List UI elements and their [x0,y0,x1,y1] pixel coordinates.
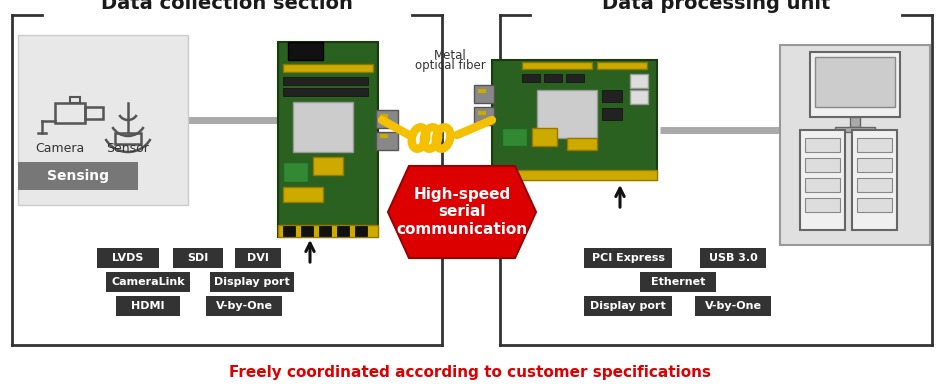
Bar [115,133,141,144]
Bar [18,35,188,205]
Bar [283,226,295,236]
Text: Data collection section: Data collection section [102,0,352,13]
Bar [106,272,190,292]
Bar [850,117,860,127]
Bar [602,90,622,102]
Bar [852,130,897,230]
Bar [492,60,657,180]
Text: DVI: DVI [247,253,269,263]
Bar [474,107,494,125]
Bar [278,225,378,237]
Text: Data processing unit: Data processing unit [602,0,830,13]
Bar [815,57,895,107]
Bar [474,85,494,103]
Text: High-speed: High-speed [414,186,510,201]
Bar [567,138,597,150]
Bar [805,178,840,192]
Bar [319,226,331,236]
Bar [502,128,527,146]
Bar [97,248,159,268]
Bar [800,130,845,230]
Bar [544,74,562,82]
Bar [380,134,388,138]
Text: CameraLink: CameraLink [111,277,185,287]
Bar [835,127,875,132]
Text: PCI Express: PCI Express [591,253,665,263]
Bar [700,248,766,268]
Bar [283,77,368,85]
Bar [293,102,353,152]
Bar [355,226,367,236]
Bar [537,90,597,138]
Bar [301,226,313,236]
Bar [70,97,80,103]
Text: optical fiber: optical fiber [415,59,485,72]
Bar [597,62,647,69]
Bar [55,103,85,123]
Text: HDMI: HDMI [132,301,164,311]
Bar [805,158,840,172]
Bar [857,138,892,152]
Bar [602,108,622,120]
Bar [857,158,892,172]
Bar [283,88,368,96]
Bar [640,272,716,292]
Bar [376,110,398,128]
Bar [85,107,103,119]
Text: Ethernet: Ethernet [650,277,705,287]
Text: Freely coordinated according to customer specifications: Freely coordinated according to customer… [229,364,711,379]
Text: USB 3.0: USB 3.0 [709,253,758,263]
Bar [584,296,672,316]
Text: V-by-One: V-by-One [215,301,273,311]
Bar [522,62,592,69]
Bar [780,45,930,245]
Bar [478,89,486,93]
Bar [566,74,584,82]
Bar [810,52,900,117]
Text: SDI: SDI [187,253,209,263]
Bar [278,42,378,237]
Bar [206,296,282,316]
Bar [478,111,486,115]
Text: Sensor: Sensor [106,142,149,155]
Bar [805,198,840,212]
Bar [380,114,388,118]
Bar [532,128,557,146]
Bar [235,248,281,268]
Bar [337,226,349,236]
Text: Display port: Display port [214,277,290,287]
Text: serial: serial [438,205,486,220]
Bar [283,64,373,72]
Text: Display port: Display port [590,301,666,311]
Text: V-by-One: V-by-One [704,301,761,311]
Bar [857,198,892,212]
Bar [376,132,398,150]
Bar [857,178,892,192]
Bar [630,74,648,88]
Bar [173,248,223,268]
Text: LVDS: LVDS [112,253,144,263]
Bar [492,170,657,180]
Bar [805,138,840,152]
Bar [210,272,294,292]
Bar [288,42,323,60]
Bar [18,162,138,190]
Bar [313,157,343,175]
Text: Metal: Metal [433,49,466,62]
Bar [283,162,308,182]
Bar [630,90,648,104]
Bar [522,74,540,82]
Bar [283,187,323,202]
Text: Camera: Camera [36,142,85,155]
Text: Sensing: Sensing [47,169,109,183]
Text: communication: communication [397,222,527,237]
Bar [695,296,771,316]
Polygon shape [388,166,536,258]
Bar [584,248,672,268]
Bar [116,296,180,316]
